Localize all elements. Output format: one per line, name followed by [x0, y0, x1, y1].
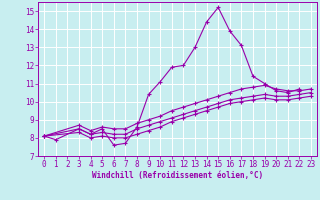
- X-axis label: Windchill (Refroidissement éolien,°C): Windchill (Refroidissement éolien,°C): [92, 171, 263, 180]
